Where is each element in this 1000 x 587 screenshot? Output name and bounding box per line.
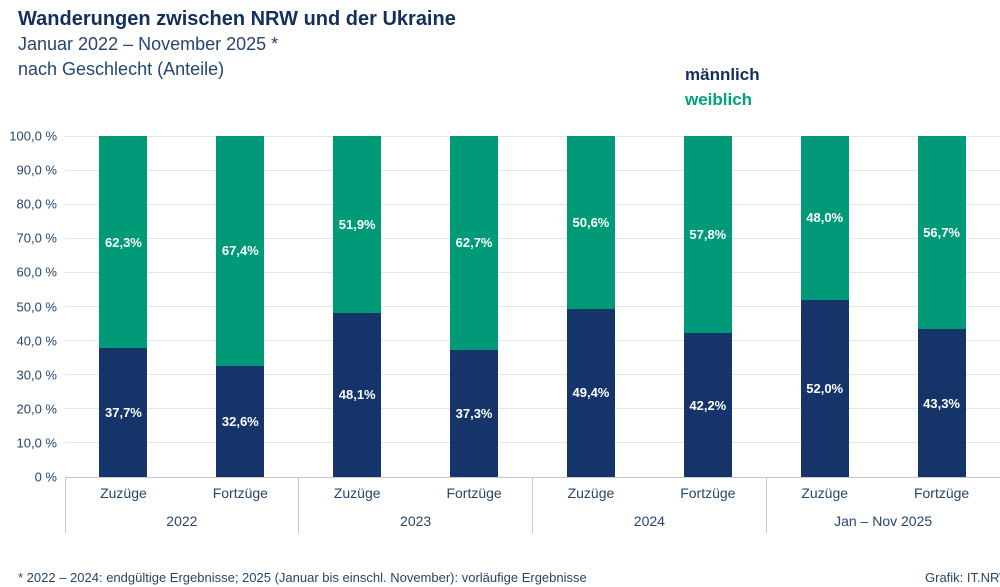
group-label: 2023 (400, 513, 432, 529)
bar-segment-maennlich: 37,3% (450, 349, 499, 477)
bar-value-label: 48,1% (338, 387, 376, 403)
bar-segment-maennlich: 32,6% (216, 365, 265, 477)
gridline (65, 169, 1000, 171)
credit: Grafik: IT.NRW (925, 570, 1000, 585)
x-tick-label: Fortzüge (913, 485, 970, 501)
stacked-bar: 48,0% 52,0% (800, 136, 849, 477)
bar-segment-maennlich: 43,3% (917, 329, 966, 477)
bar-segment-weiblich: 51,9% (333, 136, 382, 313)
bar-slot: 50,6% 49,4% (533, 136, 650, 477)
bar-slot: 62,3% 37,7% (65, 136, 182, 477)
y-axis-labels: 100,0 % 90,0 % 80,0 % 70,0 % 60,0 % 50,0 % 40,… (0, 129, 57, 485)
bar-value-label: 62,3% (105, 234, 142, 250)
bar-slot: 56,7% 43,3% (883, 136, 1000, 477)
group-separator (64, 477, 66, 533)
y-tick-label: 70,0 % (16, 230, 57, 246)
y-tick-label: 50,0 % (16, 299, 57, 314)
x-tick-label: Zuzüge (567, 485, 615, 501)
group-separator (298, 477, 300, 533)
group-label: 2024 (633, 513, 665, 529)
bar-value-label: 48,0% (806, 210, 844, 226)
gridline (65, 374, 1000, 376)
legend-item-maennlich: männlich (685, 65, 760, 84)
bar-segment-weiblich: 50,6% (566, 136, 615, 309)
subtitle-breakdown: nach Geschlecht (Anteile) (18, 59, 225, 79)
bar-segment-weiblich: 62,7% (450, 136, 499, 350)
group-label: 2022 (166, 513, 198, 529)
stacked-bar: 62,3% 37,7% (99, 136, 148, 477)
bar-segment-weiblich: 56,7% (917, 136, 966, 330)
gridline (65, 135, 1000, 137)
bar-slot: 48,0% 52,0% (766, 136, 883, 477)
bar-value-label: 50,6% (572, 214, 610, 230)
group-label-row: 2022 2023 2024 Jan – Nov 2025 (65, 509, 1000, 533)
bar-segment-maennlich: 37,7% (99, 348, 148, 477)
bar-value-label: 67,4% (221, 243, 259, 259)
y-tick-label: 80,0 % (16, 196, 57, 212)
x-tick-label: Zuzüge (333, 485, 381, 501)
plot-area: 62,3% 37,7% 67,4% 32,6% 51,9% 48,1% 62,7% 37,3%… (65, 135, 1000, 478)
legend-item-weiblich: weiblich (685, 90, 753, 109)
bar-value-label: 42,2% (689, 397, 727, 413)
y-tick-label: 10,0 % (16, 435, 57, 451)
x-tick-row: Zuzüge Fortzüge Zuzüge Fortzüge Zuzüge Fortzü… (65, 481, 1000, 505)
bar-value-label: 56,7% (923, 225, 960, 241)
y-tick-label: 40,0 % (16, 333, 57, 349)
bar-segment-weiblich: 67,4% (216, 136, 265, 366)
subtitle-period: Januar 2022 – November 2025 * (18, 34, 279, 54)
y-tick-label: 30,0 % (16, 367, 57, 383)
gridline (65, 442, 1000, 444)
bar-segment-maennlich: 42,2% (683, 333, 732, 477)
bar-segment-weiblich: 62,3% (99, 136, 148, 349)
bar-value-label: 52,0% (806, 380, 844, 396)
legend: männlich weiblich (685, 62, 760, 112)
bar-value-label: 32,6% (221, 413, 259, 429)
y-tick-label: 0 % (34, 469, 57, 485)
y-tick-label: 20,0 % (16, 401, 57, 417)
bar-segment-weiblich: 48,0% (800, 136, 849, 300)
gridline (65, 408, 1000, 410)
gridline (65, 203, 1000, 205)
group-separator (532, 477, 533, 533)
stacked-bar: 67,4% 32,6% (216, 136, 265, 477)
bar-segment-maennlich: 52,0% (800, 299, 849, 477)
x-tick-label: Fortzüge (212, 485, 268, 501)
bar-value-label: 57,8% (689, 227, 727, 243)
y-tick-label: 100,0 % (9, 128, 57, 144)
bar-value-label: 43,3% (923, 395, 960, 411)
bar-segment-maennlich: 49,4% (566, 308, 615, 477)
x-tick-label: Fortzüge (680, 485, 736, 501)
x-tick-label: Fortzüge (446, 485, 502, 501)
footnote: * 2022 – 2024: endgültige Ergebnisse; 20… (18, 570, 587, 585)
y-tick-label: 90,0 % (16, 162, 57, 178)
gridline (65, 271, 1000, 273)
stacked-bar: 51,9% 48,1% (333, 136, 382, 477)
y-tick-label: 60,0 % (16, 264, 57, 280)
bar-segment-maennlich: 48,1% (333, 312, 382, 477)
group-separator (765, 477, 767, 533)
bar-value-label: 62,7% (455, 235, 493, 251)
page-title: Wanderungen zwischen NRW und der Ukraine (18, 8, 456, 30)
stacked-bar: 62,7% 37,3% (450, 136, 499, 477)
bar-value-label: 37,7% (105, 405, 142, 421)
bar-slot: 62,7% 37,3% (416, 136, 533, 477)
bar-segment-weiblich: 57,8% (683, 136, 732, 334)
gridline (65, 340, 1000, 342)
bar-value-label: 49,4% (572, 385, 610, 401)
bar-slot: 51,9% 48,1% (299, 136, 416, 477)
bar-slot: 67,4% 32,6% (182, 136, 299, 477)
bar-value-label: 37,3% (455, 405, 493, 421)
bar-slot: 57,8% 42,2% (649, 136, 766, 477)
x-tick-label: Zuzüge (801, 485, 849, 501)
x-tick-label: Zuzüge (100, 485, 147, 501)
group-separators (64, 477, 1000, 533)
bar-value-label: 51,9% (338, 216, 376, 232)
stacked-bar: 50,6% 49,4% (566, 136, 615, 477)
group-label: Jan – Nov 2025 (834, 513, 933, 529)
gridline (65, 306, 1000, 307)
stacked-bar: 57,8% 42,2% (683, 136, 732, 477)
gridline (65, 237, 1000, 239)
stacked-bar: 56,7% 43,3% (917, 136, 966, 477)
